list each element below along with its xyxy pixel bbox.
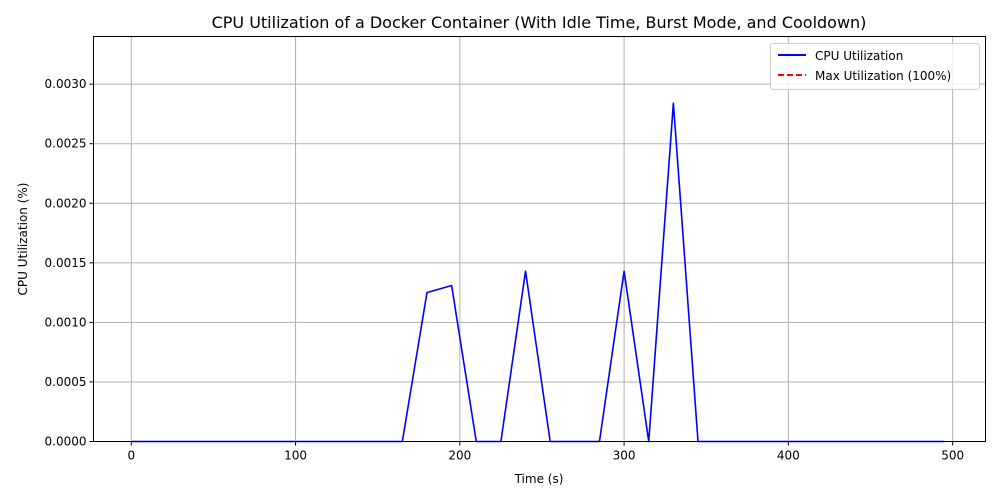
- y-tick-label: 0.0010: [45, 315, 87, 329]
- y-tick-label: 0.0005: [45, 375, 87, 389]
- series-line-cpu-utilization: [131, 102, 945, 443]
- grid: [93, 36, 986, 442]
- x-tick-label: 100: [284, 449, 307, 463]
- chart-title: CPU Utilization of a Docker Container (W…: [212, 13, 867, 32]
- y-tick-label: 0.0000: [45, 435, 87, 449]
- x-tick-label: 500: [941, 449, 964, 463]
- legend-label-cpu: CPU Utilization: [815, 49, 903, 63]
- x-tick-label: 0: [127, 449, 135, 463]
- y-tick-label: 0.0025: [45, 137, 87, 151]
- x-axis-label: Time (s): [514, 472, 564, 486]
- legend: CPU Utilization Max Utilization (100%): [770, 43, 980, 90]
- plot-frame: [93, 36, 986, 442]
- legend-box: [770, 43, 980, 90]
- x-tick-label: 400: [777, 449, 800, 463]
- y-tick-label: 0.0020: [45, 196, 87, 210]
- plot-lines: [131, 102, 945, 443]
- legend-label-max: Max Utilization (100%): [815, 69, 951, 83]
- ticks: 0 100 200 300 400 500 0.0000 0.0005 0.0010 0.0015…: [45, 77, 965, 462]
- y-tick-label: 0.0015: [45, 256, 87, 270]
- x-tick-label: 300: [613, 449, 636, 463]
- x-tick-label: 200: [448, 449, 471, 463]
- y-axis-label: CPU Utilization (%): [16, 183, 30, 296]
- y-tick-label: 0.0030: [45, 77, 87, 91]
